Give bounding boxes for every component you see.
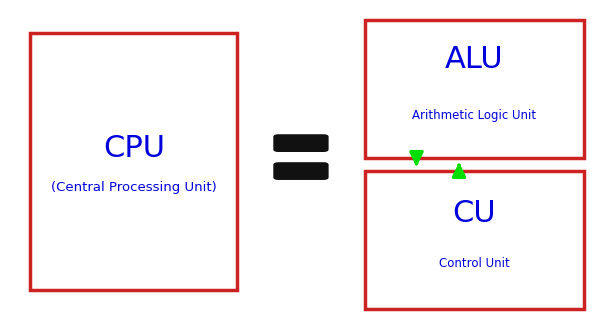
- FancyBboxPatch shape: [273, 162, 328, 180]
- Text: Arithmetic Logic Unit: Arithmetic Logic Unit: [412, 109, 536, 122]
- Text: (Central Processing Unit): (Central Processing Unit): [51, 181, 216, 194]
- FancyBboxPatch shape: [273, 134, 328, 152]
- Text: Control Unit: Control Unit: [439, 257, 510, 270]
- Text: CPU: CPU: [103, 134, 165, 163]
- Bar: [365, 20, 584, 158]
- Text: ALU: ALU: [445, 45, 503, 74]
- Bar: [365, 171, 584, 309]
- Text: CU: CU: [452, 199, 496, 228]
- Bar: [30, 33, 237, 290]
